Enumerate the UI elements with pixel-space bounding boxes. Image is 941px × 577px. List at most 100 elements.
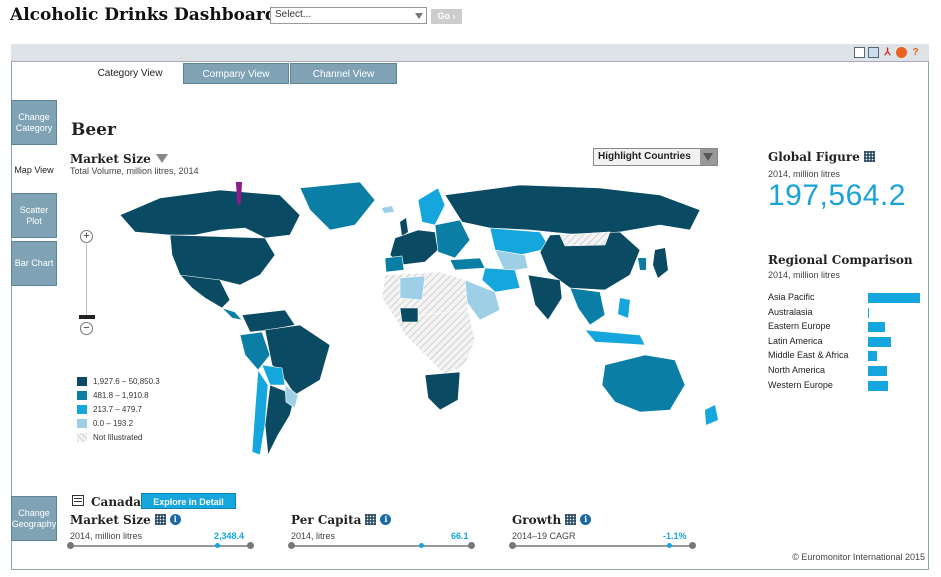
triangle-down-icon[interactable] [155, 154, 168, 164]
region-label: Western Europe [768, 379, 833, 390]
map-central-africa[interactable] [394, 309, 476, 376]
bar-chart-button[interactable]: Bar Chart [11, 241, 57, 286]
change-geography-button[interactable]: Change Geography [11, 496, 57, 541]
info-icon[interactable]: i [580, 514, 592, 526]
map-greenland[interactable] [299, 181, 376, 231]
help-icon[interactable]: ? [912, 47, 919, 58]
global-figure-header: Global Figure [768, 148, 875, 166]
map-peru[interactable] [239, 331, 271, 371]
metric-market-size: Market Size i [70, 511, 181, 529]
slider-min-knob [67, 542, 74, 549]
region-bar[interactable] [868, 293, 920, 303]
region-label: Eastern Europe [768, 321, 831, 332]
map-japan[interactable] [653, 248, 668, 278]
highlight-countries-dropdown[interactable]: Highlight Countries [593, 148, 718, 166]
chevron-down-icon [700, 149, 717, 165]
map-central-asia[interactable] [494, 249, 529, 273]
tab-category-view[interactable]: Category View [85, 63, 175, 84]
map-kazakhstan[interactable] [489, 227, 551, 256]
grid-icon[interactable] [565, 514, 577, 526]
metric-growth: Growth i [512, 511, 592, 529]
region-bar[interactable] [868, 336, 891, 347]
legend-swatch [77, 433, 87, 442]
metric-value: 66.1 [451, 531, 469, 541]
map-algeria[interactable] [399, 275, 426, 301]
map-view-button[interactable]: Map View [14, 165, 54, 175]
map-new-zealand[interactable] [705, 405, 718, 425]
map-chile[interactable] [251, 369, 269, 456]
slider-min-knob [509, 542, 516, 549]
world-map[interactable] [100, 180, 725, 460]
legend-item: 213.7 – 479.7 [77, 405, 142, 414]
legend-swatch [77, 405, 87, 414]
zoom-in-button[interactable]: + [80, 230, 93, 243]
info-icon[interactable]: i [169, 514, 181, 526]
market-size-header: Market Size [70, 150, 168, 168]
map-iran[interactable] [481, 267, 521, 293]
map-philippines[interactable] [618, 298, 630, 318]
panel-toolbar [11, 44, 929, 62]
map-australia[interactable] [601, 354, 686, 413]
map-korea[interactable] [638, 258, 646, 270]
global-figure-title: Global Figure [768, 150, 860, 164]
grid-icon[interactable] [365, 514, 377, 526]
explore-in-detail-button[interactable]: Explore in Detail [141, 493, 236, 509]
map-india[interactable] [527, 274, 563, 321]
metric-slider[interactable] [288, 542, 475, 549]
region-bar[interactable] [868, 351, 877, 362]
legend-label: Not Illustrated [93, 433, 143, 442]
map-uruguay-paraguay[interactable] [284, 384, 299, 409]
category-title: Beer [71, 120, 116, 140]
metric-slider[interactable] [509, 542, 696, 549]
map-southeast-asia[interactable] [569, 287, 606, 326]
market-size-subtitle: Total Volume, million litres, 2014 [70, 166, 199, 176]
pdf-icon[interactable]: ⅄ [884, 47, 891, 58]
map-central-america[interactable] [221, 307, 243, 321]
region-bar[interactable] [868, 322, 885, 333]
map-mongolia[interactable] [559, 231, 611, 247]
map-southern-africa[interactable] [424, 371, 461, 411]
metric-per-capita: Per Capita i [291, 511, 392, 529]
info-icon[interactable]: i [380, 514, 392, 526]
go-button[interactable]: Go › [431, 9, 462, 24]
regional-comparison-subtitle: 2014, million litres [768, 270, 841, 280]
map-usa[interactable] [169, 234, 276, 286]
map-spain[interactable] [384, 255, 405, 273]
dashboard-select[interactable]: Select... [270, 7, 427, 24]
region-bar[interactable] [868, 380, 888, 391]
chevron-down-icon [415, 13, 423, 19]
map-turkey[interactable] [449, 257, 486, 271]
zoom-out-button[interactable]: − [80, 322, 93, 335]
highlight-countries-label: Highlight Countries [598, 151, 691, 162]
map-canada[interactable] [119, 189, 301, 239]
legend-item: 1,927.6 – 50,850.3 [77, 377, 160, 386]
scatter-plot-button[interactable]: Scatter Plot [11, 193, 57, 238]
change-category-button[interactable]: Change Category [11, 100, 57, 145]
grid-icon[interactable] [863, 151, 875, 163]
grid-icon[interactable] [154, 514, 166, 526]
legend-item: Not Illustrated [77, 433, 142, 442]
map-iceland[interactable] [382, 206, 394, 213]
region-label: Middle East & Africa [768, 350, 849, 361]
zoom-handle[interactable] [79, 315, 95, 319]
map-scandinavia[interactable] [417, 187, 446, 226]
legend-swatch [77, 377, 87, 386]
tab-company-view[interactable]: Company View [183, 63, 289, 84]
region-bar[interactable] [868, 307, 869, 318]
map-eastern-europe[interactable] [434, 219, 471, 259]
print-icon[interactable] [854, 47, 865, 58]
ppt-icon[interactable] [896, 47, 907, 58]
map-nigeria[interactable] [399, 307, 419, 323]
region-bar[interactable] [868, 366, 887, 376]
region-label: Latin America [768, 335, 823, 346]
map-uk[interactable] [400, 218, 408, 236]
map-russia[interactable] [444, 184, 701, 236]
copyright: © Euromonitor International 2015 [792, 552, 925, 562]
tab-channel-view[interactable]: Channel View [290, 63, 397, 84]
export-toolbar: ⅄ ? [854, 47, 921, 58]
map-china[interactable] [539, 231, 641, 291]
image-export-icon[interactable] [868, 47, 879, 58]
metric-subtitle: 2014, million litres [70, 531, 143, 541]
map-indonesia[interactable] [584, 329, 646, 346]
metric-slider[interactable] [67, 542, 254, 549]
